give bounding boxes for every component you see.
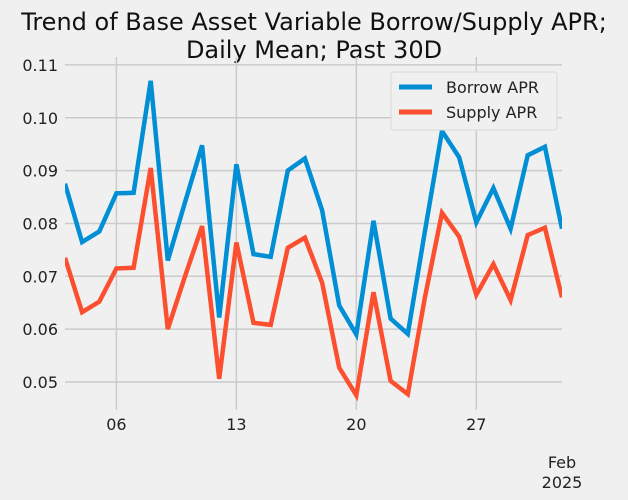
series-line-supply <box>65 167 562 402</box>
y-tick-label: 0.06 <box>22 320 58 339</box>
x-tick-label: 06 <box>106 415 126 434</box>
chart-title-line1: Trend of Base Asset Variable Borrow/Supp… <box>20 8 607 36</box>
series-line-borrow <box>65 80 562 341</box>
x-tick-label: 20 <box>346 415 366 434</box>
legend: Borrow APR Supply APR <box>390 71 558 131</box>
y-tick-label: 0.10 <box>22 109 58 128</box>
legend-box <box>390 71 558 131</box>
x-tick-year: 2025 <box>542 473 583 492</box>
chart-title-line2: Daily Mean; Past 30D <box>186 36 442 64</box>
y-tick-label: 0.05 <box>22 373 58 392</box>
legend-label-borrow: Borrow APR <box>446 78 539 97</box>
y-tick-label: 0.07 <box>22 267 58 286</box>
y-tick-label: 0.11 <box>22 56 58 75</box>
series-lines <box>64 80 563 402</box>
x-tick-label: 27 <box>466 415 486 434</box>
x-axis: 06 13 20 27 <box>106 415 486 434</box>
y-tick-label: 0.08 <box>22 214 58 233</box>
y-axis: 0.05 0.06 0.07 0.08 0.09 0.10 0.11 <box>22 56 58 392</box>
y-tick-label: 0.09 <box>22 162 58 181</box>
x-tick-month: Feb <box>548 453 576 472</box>
legend-label-supply: Supply APR <box>446 103 537 122</box>
x-tick-label: 13 <box>226 415 246 434</box>
